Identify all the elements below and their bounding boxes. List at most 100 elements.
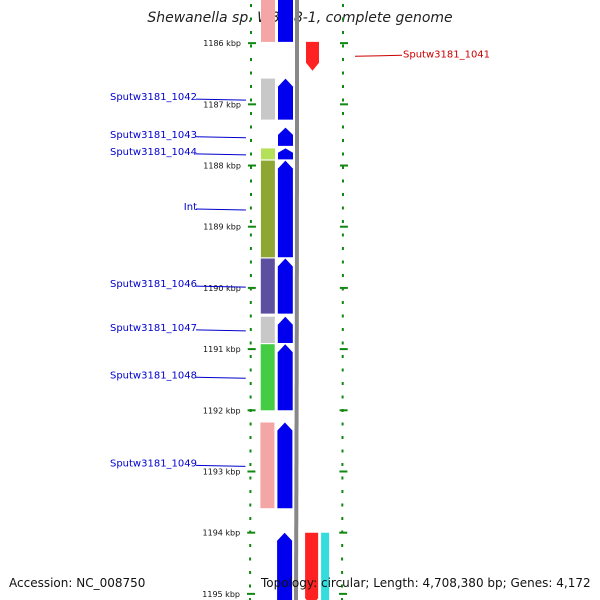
track-border-left-dot (249, 355, 252, 358)
track-border-left-dot (249, 287, 252, 291)
track-border-left-dot (250, 179, 252, 183)
gene-label-leader (195, 153, 247, 156)
gene-label: Sputw3181_1048 (110, 370, 197, 381)
genome-backbone (293, 0, 299, 600)
gene-feature-bar (260, 422, 275, 509)
track-border-right-dot (341, 598, 343, 600)
track-border-left-dot (249, 395, 252, 399)
track-border-right-dot (341, 274, 344, 277)
track-border-right-dot (341, 328, 344, 331)
track-border-left-dot (250, 152, 252, 156)
track-border-left-dot (249, 436, 252, 439)
track-border-right-dot (341, 260, 344, 264)
track-border-right-dot (342, 71, 344, 75)
cds-arrow-minus (306, 41, 319, 71)
gene-feature-bar (321, 532, 330, 600)
track-border-right-dot (342, 193, 344, 196)
gene-label: Sputw3181_1047 (110, 323, 197, 334)
gene-label: Sputw3181_1046 (110, 279, 197, 290)
gene-feature-bar (260, 316, 275, 343)
gene-feature-bar (261, 78, 275, 120)
track-border-left-dot (250, 17, 252, 21)
tick-label: 1195 kbp (202, 590, 240, 599)
track-border-left-dot (249, 571, 252, 574)
track-border-right-dot (341, 341, 344, 345)
gene-label-leader (195, 136, 247, 139)
track-border-right-dot (342, 31, 344, 34)
track-border-left-dot (249, 422, 252, 426)
track-border-right-dot (342, 179, 344, 183)
cds-arrow-plus (278, 0, 293, 42)
tick-label: 1186 kbp (203, 39, 241, 48)
gene-label: Int (184, 202, 197, 213)
tick-label: 1191 kbp (203, 345, 241, 354)
gene-feature-bar (261, 0, 275, 42)
track-border-right-dot (341, 206, 344, 210)
track-border-left-dot (249, 314, 252, 318)
track-border-right-dot (341, 422, 344, 426)
gene-label-leader (195, 285, 246, 288)
track-border-right-dot (341, 368, 344, 372)
accession-text: Accession: NC_008750 (9, 576, 146, 590)
track-border-left-dot (250, 193, 252, 196)
track-border-left-dot (249, 301, 252, 304)
track-border-left-dot (249, 449, 252, 453)
track-border-right-dot (341, 301, 344, 304)
track-border-left-dot (249, 206, 252, 210)
gene-feature-bar (260, 344, 275, 411)
tick-label: 1190 kbp (203, 284, 241, 293)
cds-arrow-plus (278, 127, 293, 146)
track-border-right-dot (341, 314, 344, 318)
tick-label: 1192 kbp (203, 406, 241, 415)
gene-feature-bar (260, 160, 275, 258)
gene-feature-bar (261, 148, 275, 160)
track-border-left (249, 4, 252, 600)
track-border-left-dot (249, 584, 251, 588)
cds-arrow-plus (277, 160, 293, 258)
track-border-right-dot (341, 490, 344, 493)
track-border-right-dot (342, 125, 344, 129)
track-border-right-dot (342, 112, 344, 115)
topology-text: Topology: circular; Length: 4,708,380 bp… (261, 576, 591, 590)
tick-label: 1189 kbp (203, 223, 241, 232)
track-border-right-dot (342, 85, 344, 88)
track-border-left-dot (249, 517, 252, 520)
tick-label: 1194 kbp (203, 529, 241, 538)
gene-label: Sputw3181_1049 (110, 458, 197, 469)
track-border-left-dot (249, 233, 252, 237)
gene-label-leader (354, 54, 403, 57)
track-border-left-dot (250, 125, 252, 129)
gene-label-leader (195, 98, 247, 101)
track-border-left-dot (250, 71, 252, 75)
track-border-right-dot (341, 476, 344, 480)
track-border-left-dot (249, 341, 252, 345)
track-border-left-dot (250, 98, 252, 102)
track-border-right-dot (341, 557, 344, 561)
track-border-left-dot (249, 490, 252, 493)
track-border-right-dot (342, 98, 344, 102)
gene-label: Sputw3181_1042 (110, 92, 197, 103)
gene-label-leader (195, 376, 246, 379)
track-border-right-dot (341, 233, 344, 237)
track-border-left-dot (250, 166, 252, 169)
track-border-right-dot (342, 17, 344, 21)
track-border-right-dot (341, 449, 344, 453)
track-border-right-dot (341, 287, 344, 291)
cds-arrow-plus (277, 316, 293, 343)
track-border-right-dot (341, 571, 344, 574)
track-border-right-dot (341, 584, 343, 588)
track-border-left-dot (249, 247, 252, 250)
gene-label-leader (195, 464, 246, 467)
track-border-right-dot (342, 4, 344, 7)
track-border-left-dot (249, 368, 252, 372)
track-border-left-dot (250, 58, 252, 61)
gene-label-leader (195, 329, 246, 332)
gene-label: Sputw3181_1041 (403, 49, 490, 60)
track-border-right-dot (341, 220, 344, 223)
track-border-right-dot (341, 544, 344, 547)
track-border-left-dot (250, 139, 252, 142)
track-border-left-dot (250, 31, 252, 34)
cds-arrow-plus (278, 78, 293, 120)
track-border-left-dot (249, 220, 252, 223)
